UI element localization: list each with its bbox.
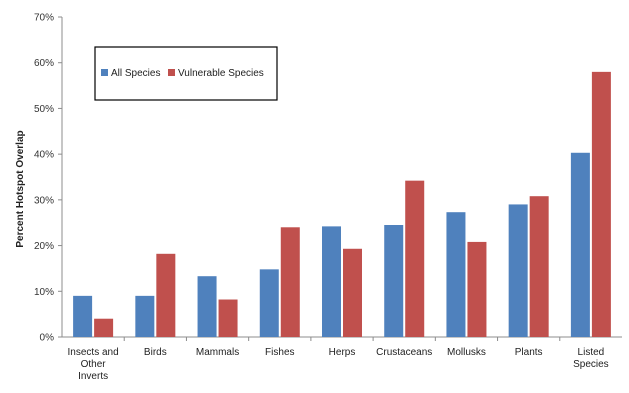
bar-vulnerable-species	[591, 71, 611, 337]
x-category-label: Listed Species	[573, 347, 609, 370]
y-tick-label: 30%	[34, 195, 54, 206]
bar-all-species	[259, 269, 279, 337]
bar-all-species	[197, 276, 217, 337]
x-category-label: Birds	[144, 347, 167, 358]
bar-vulnerable-species	[218, 299, 238, 337]
x-category-label: Crustaceans	[376, 347, 432, 358]
bar-vulnerable-species	[529, 196, 549, 337]
bar-vulnerable-species	[280, 227, 300, 337]
y-tick-label: 60%	[34, 58, 54, 69]
bar-all-species	[446, 212, 466, 337]
x-category-label-line: Insects and	[68, 347, 119, 358]
bar-all-species	[570, 152, 590, 337]
bar-all-species	[322, 226, 341, 337]
bar-vulnerable-species	[467, 241, 487, 337]
legend-label: All Species	[111, 68, 160, 79]
legend-box	[94, 46, 278, 101]
x-category-label: Insects and Other Inverts	[68, 347, 119, 382]
bar-vulnerable-species	[343, 248, 362, 337]
x-category-label-line: Species	[573, 359, 609, 370]
x-category-label-line: Other	[81, 359, 107, 370]
legend-swatch	[168, 69, 175, 76]
y-tick-label: 70%	[34, 13, 54, 24]
x-category-label-line: Fishes	[265, 347, 294, 358]
bar-vulnerable-species	[94, 318, 114, 337]
x-category-label-line: Listed	[578, 347, 605, 358]
y-tick-label: 20%	[34, 241, 54, 252]
bar-vulnerable-species	[156, 253, 176, 337]
x-category-label-line: Plants	[515, 347, 543, 358]
x-category-label: Herps	[329, 347, 356, 358]
legend-swatch	[101, 69, 108, 76]
x-category-label: Fishes	[265, 347, 294, 358]
y-tick-label: 40%	[34, 150, 54, 161]
bar-all-species	[73, 295, 93, 337]
x-category-label: Mollusks	[447, 347, 486, 358]
y-axis-title: Percent Hotspot Overlap	[15, 130, 26, 247]
x-category-label-line: Mammals	[196, 347, 239, 358]
x-category-label-line: Herps	[329, 347, 356, 358]
bar-vulnerable-species	[405, 180, 425, 337]
x-category-label-line: Inverts	[78, 371, 108, 382]
x-category-label-line: Birds	[144, 347, 167, 358]
bar-all-species	[135, 295, 155, 337]
bar-all-species	[384, 225, 404, 337]
x-category-label-line: Crustaceans	[376, 347, 432, 358]
y-tick-label: 10%	[34, 287, 54, 298]
bar-all-species	[508, 204, 528, 337]
y-tick-label: 50%	[34, 104, 54, 115]
x-category-label: Mammals	[196, 347, 239, 358]
x-category-label: Plants	[515, 347, 543, 358]
legend-label: Vulnerable Species	[178, 68, 264, 79]
x-category-label-line: Mollusks	[447, 347, 486, 358]
y-tick-label: 0%	[40, 333, 55, 344]
